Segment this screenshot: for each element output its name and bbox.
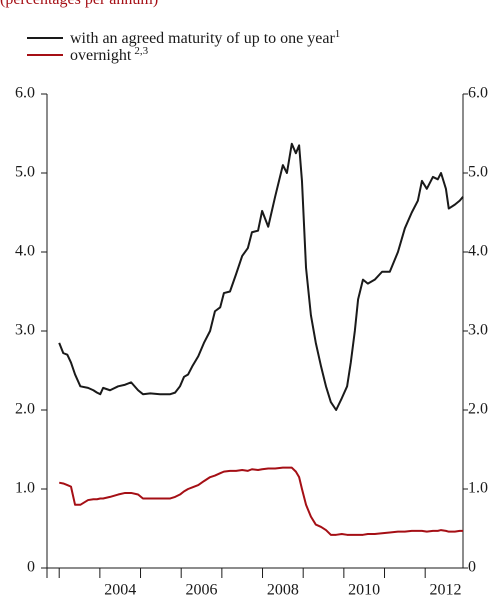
y2-tick-label: 5.0 — [468, 164, 488, 181]
legend-name: overnight — [70, 47, 132, 64]
legend-label: with an agreed maturity of up to one yea… — [70, 28, 340, 47]
y-tick-label: 6.0 — [15, 85, 35, 102]
legend-footnote: 2,3 — [134, 45, 148, 57]
y2-tick-label: 1.0 — [468, 480, 488, 497]
y-tick-label: 4.0 — [15, 243, 35, 260]
y-tick-label: 0 — [27, 559, 35, 576]
y-tick-label: 2.0 — [15, 401, 35, 418]
x-tick-label: 2012 — [430, 582, 462, 598]
y2-tick-label: 4.0 — [468, 243, 488, 260]
y2-tick-label: 0 — [468, 559, 476, 576]
legend-footnote: 1 — [335, 28, 341, 40]
x-tick-label: 2008 — [267, 582, 299, 598]
y2-tick-label: 6.0 — [468, 85, 488, 102]
x-tick-label: 2006 — [186, 582, 218, 598]
series-line — [59, 466, 463, 536]
series-line — [58, 142, 464, 411]
y-tick-label: 5.0 — [15, 164, 35, 181]
y2-tick-label: 2.0 — [468, 401, 488, 418]
y-tick-label: 1.0 — [15, 480, 35, 497]
y2-tick-label: 3.0 — [468, 322, 488, 339]
x-tick-label: 2004 — [104, 582, 136, 598]
y-tick-label: 3.0 — [15, 322, 35, 339]
x-tick-label: 2010 — [348, 582, 380, 598]
chart-subtitle: (percentages per annum) — [0, 0, 158, 8]
legend-label: overnight 2,3 — [70, 45, 149, 64]
legend-name: with an agreed maturity of up to one yea… — [70, 30, 335, 47]
